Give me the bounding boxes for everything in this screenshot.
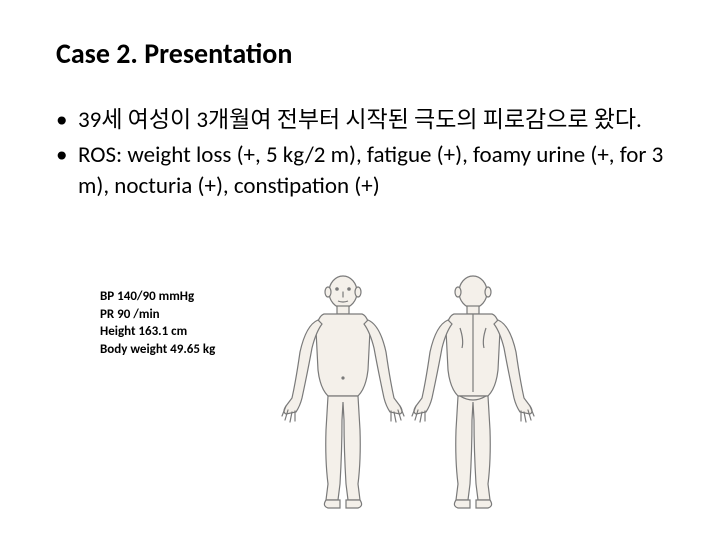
bullet-list: 39세 여성이 3개월여 전부터 시작된 극도의 피로감으로 왔다. ROS: …	[56, 105, 664, 202]
vital-weight: Body weight 49.65 kg	[100, 341, 215, 359]
bullet-item: 39세 여성이 3개월여 전부터 시작된 극도의 피로감으로 왔다.	[56, 105, 664, 136]
body-figures	[278, 270, 538, 510]
vital-height: Height 163.1 cm	[100, 323, 215, 341]
body-outline-icon	[278, 270, 538, 510]
bullet-item: ROS: weight loss (+, 5 kg/2 m), fatigue …	[56, 140, 664, 202]
slide-title: Case 2. Presentation	[56, 36, 664, 71]
vitals-block: BP 140/90 mmHg PR 90 /min Height 163.1 c…	[100, 288, 215, 358]
slide: Case 2. Presentation 39세 여성이 3개월여 전부터 시작…	[0, 0, 720, 226]
vital-bp: BP 140/90 mmHg	[100, 288, 215, 306]
vital-pr: PR 90 /min	[100, 306, 215, 324]
